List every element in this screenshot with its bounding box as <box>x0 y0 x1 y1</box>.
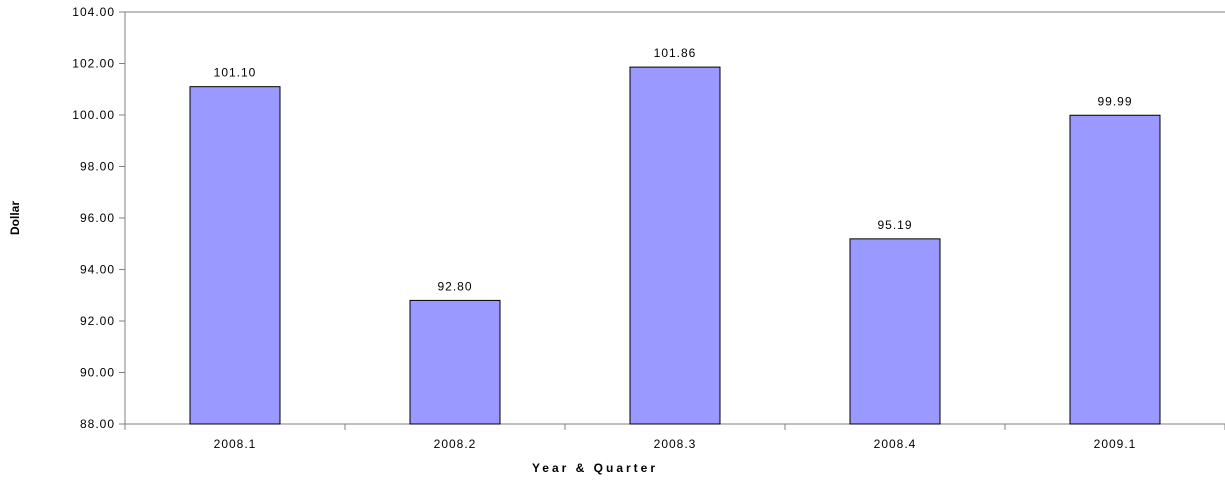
bar-2008.2 <box>409 299 501 425</box>
bar-2009.1 <box>1069 114 1161 425</box>
x-axis: 2008.1 2008.2 2008.3 2008.4 2009.1 <box>124 423 1225 451</box>
x-tick-label: 2008.4 <box>874 437 917 451</box>
y-tick-label: 88.00 <box>80 417 115 431</box>
bar-2008.4 <box>849 238 941 425</box>
y-tick-label: 104.00 <box>72 5 115 19</box>
y-tick-label: 100.00 <box>72 108 115 122</box>
data-label-2008.1: 101.10 <box>214 66 257 80</box>
bar-2008.3 <box>629 66 721 425</box>
data-label-2008.2: 92.80 <box>437 279 472 293</box>
data-label-2008.4: 95.19 <box>877 218 912 232</box>
bars <box>189 66 1161 425</box>
y-axis-title: Dollar <box>8 201 22 235</box>
x-tick-label: 2009.1 <box>1094 437 1137 451</box>
bar-2008.1 <box>189 86 281 425</box>
y-tick-label: 92.00 <box>80 314 115 328</box>
x-tick-label: 2008.1 <box>214 437 257 451</box>
data-label-2008.3: 101.86 <box>654 46 697 60</box>
x-axis-title: Year & Quarter <box>532 461 658 475</box>
y-tick-label: 90.00 <box>80 366 115 380</box>
x-tick-label: 2008.3 <box>654 437 697 451</box>
x-tick-label: 2008.2 <box>434 437 477 451</box>
data-labels: 101.10 92.80 101.86 95.19 99.99 <box>214 46 1132 293</box>
data-label-2009.1: 99.99 <box>1097 94 1132 108</box>
y-tick-label: 94.00 <box>80 263 115 277</box>
y-tick-label: 102.00 <box>72 57 115 71</box>
y-tick-label: 98.00 <box>80 160 115 174</box>
y-axis: 88.00 90.00 92.00 94.00 96.00 98.00 100.00 102.… <box>72 5 126 431</box>
y-tick-label: 96.00 <box>80 211 115 225</box>
